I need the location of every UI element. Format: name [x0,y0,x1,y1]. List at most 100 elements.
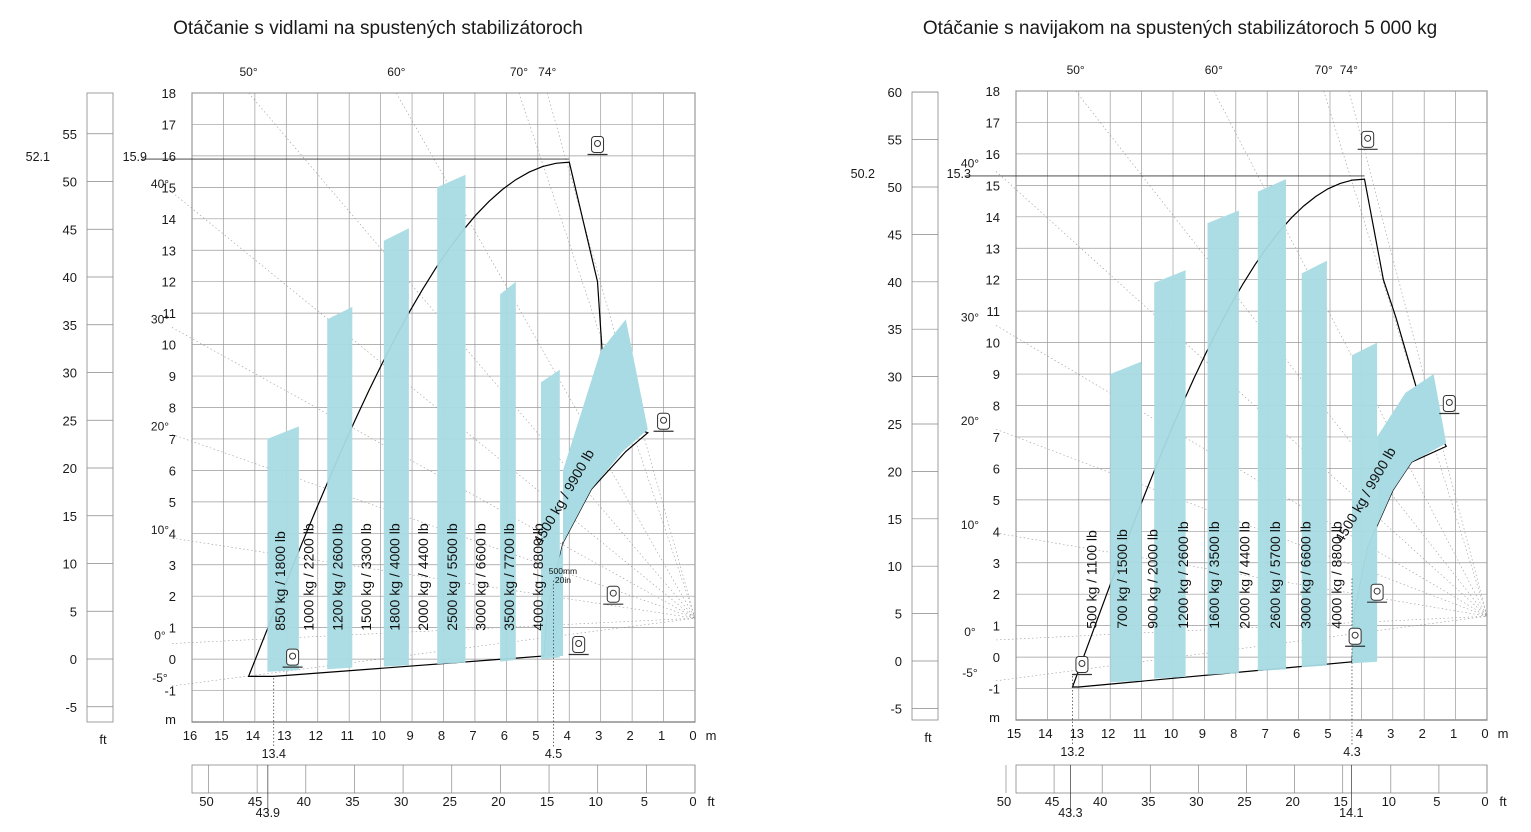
x-tick-label: 7 [469,728,476,743]
attachment-icon [1439,395,1460,415]
angle-label-left: 40° [151,177,169,191]
ft-height-label: 40 [888,275,902,290]
angle-label-top: 60° [1205,63,1223,77]
attachment-pulley [1351,631,1359,639]
x-unit-label: m [1498,726,1509,741]
angle-label-left: 10° [151,523,169,537]
angle-label-top: 70° [510,65,528,79]
y-tick-label: -1 [164,684,176,699]
ft-height-label: 50 [888,180,902,195]
x-tick-label: 12 [309,728,323,743]
y-tick-label: 8 [169,401,176,416]
ft-reach-label: 30 [1189,794,1203,809]
zone-label: 2600 kg / 5700 lb [1267,521,1283,629]
zone-label: 700 kg / 1500 lb [1114,529,1130,629]
zone-label: 1200 kg / 2600 lb [1175,521,1191,629]
ft-reach-label: 0 [1481,794,1488,809]
x-tick-label: 15 [214,728,228,743]
y-tick-label: 11 [163,306,177,321]
x-tick-label: 13 [1070,726,1084,741]
y-tick-label: 13 [986,241,1000,256]
ft-height-label: 55 [63,127,77,142]
ft-reach-label: 5 [1433,794,1440,809]
y-tick-label: 1 [169,621,176,636]
ft-reach-label: 45 [248,794,262,809]
ft-height-label: 60 [888,85,902,100]
fork-offset-note-mm: 500mm [549,566,577,576]
ft-height-label: 15 [63,509,77,524]
attachment-icon [587,135,608,156]
y-tick-label: 18 [162,86,176,101]
y-tick-label: 9 [993,367,1000,382]
reach-at-height-ft: 14.1 [1339,806,1363,820]
angle-label-left: 20° [961,414,979,428]
x-tick-label: 2 [627,728,634,743]
y-tick-label: 10 [986,336,1000,351]
zone-label: 1000 kg / 2200 lb [301,523,317,631]
ft-reach-label: 20 [1285,794,1299,809]
reach-at-height-m: 4.3 [1343,745,1360,759]
ft-reach-label: 0 [689,794,696,809]
load-zone-band [1257,179,1286,671]
x-tick-label: 13 [277,728,291,743]
angle-guide-line [1213,90,1488,617]
x-tick-label: 6 [501,728,508,743]
max-reach-ft: 43.3 [1058,806,1082,820]
attachment-pulley [289,652,297,660]
chart-forks-zones: 850 kg / 1800 lb 1000 kg / 2200 lb 1200 kg… [247,161,649,678]
attachment-body [1370,583,1384,601]
load-zone-band [544,319,648,656]
attachment-pulley [1078,660,1086,668]
load-zone-band [1110,361,1142,683]
zone-label: 1500 kg / 3300 lb [358,523,374,631]
x-tick-label: 4 [1356,726,1363,741]
ft-height-label: 0 [70,652,77,667]
chart-winch-marks: 15.3 50.2 13.2 43.3 4.3 14.1 [851,130,1460,820]
x-tick-label: 16 [183,728,197,743]
ft-reach-label: 20 [491,794,505,809]
x-tick-label: 10 [371,728,385,743]
chart-forks-tick-labels: 16 15 14 13 12 11 10 9 8 7 6 5 4 3 2 1 0 m-10123456789101… [151,65,717,743]
ft-height-label: 20 [63,461,77,476]
ft-reach-label: 10 [1382,794,1396,809]
angle-guide-line [1348,90,1488,617]
angle-guide-line [995,171,1488,617]
x-tick-label: 2 [1419,726,1426,741]
load-zone-band [327,306,353,670]
attachment-pulley [594,139,602,147]
attachment-icon [282,648,303,668]
zone-label: 900 kg / 2000 lb [1145,529,1161,629]
load-zone-band [383,228,409,667]
ft-height-label: 20 [888,464,902,479]
angle-label-left: 0° [154,629,166,643]
ft-height-label: 10 [63,557,77,572]
y-tick-label: 9 [169,369,176,384]
zone-label: 4000 kg / 8800 lb [1328,521,1344,629]
x-tick-label: 5 [1324,726,1331,741]
angle-label-top: 60° [387,65,405,79]
angle-guide-line [995,532,1488,617]
y-tick-label: 17 [986,115,1000,130]
angle-label-left: -5° [152,671,168,685]
x-tick-label: 4 [564,728,571,743]
y-tick-label: 14 [986,210,1000,225]
zone-label: 3000 kg / 6600 lb [1298,521,1314,629]
y-tick-label: 7 [993,430,1000,445]
zone-label: 1800 kg / 4000 lb [387,523,403,631]
attachment-body [1361,130,1375,148]
attachment-icon [603,585,624,605]
x-tick-label: 14 [1038,726,1052,741]
ft-reach-scale [191,764,696,794]
y-tick-label: 17 [162,117,176,132]
x-tick-label: 8 [1230,726,1237,741]
y-tick-label: 5 [993,493,1000,508]
load-zone-band [500,281,516,662]
y-unit-label: m [989,710,1000,725]
zone-label: 2500 kg / 5500 lb [444,523,460,631]
max-reach-m: 13.4 [262,747,286,761]
x-tick-label: 14 [246,728,260,743]
chart-winch-angle-guides [995,90,1488,682]
angle-guide-line [396,92,696,619]
y-tick-label: 0 [169,652,176,667]
